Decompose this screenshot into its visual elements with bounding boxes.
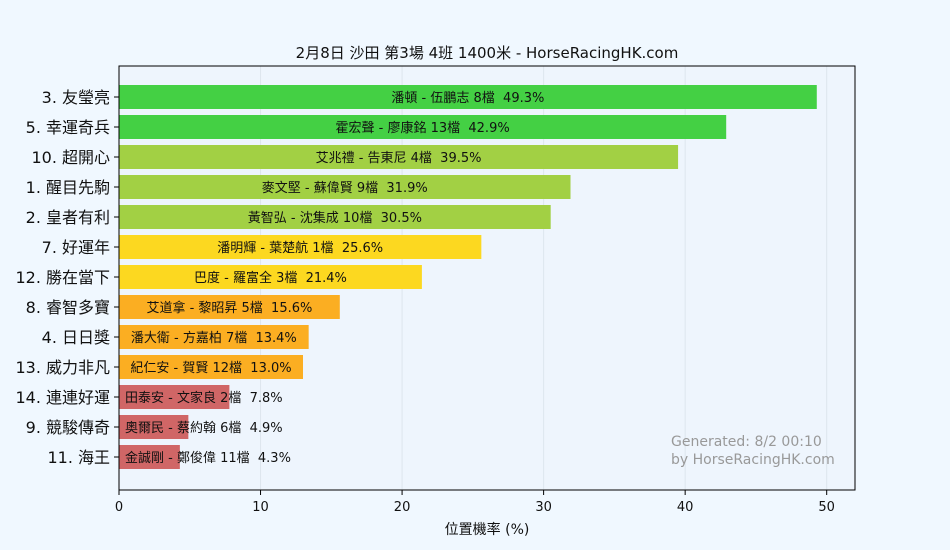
jockey-trainer-draw-label: 黃智弘 - 沈集成 10檔 <box>248 210 373 226</box>
bar <box>119 265 422 289</box>
probability-value-label: 13.0% <box>242 361 292 376</box>
x-tick-label: 40 <box>677 500 694 515</box>
horse-label: 11. 海王 <box>47 448 110 467</box>
horse-label: 8. 睿智多寶 <box>26 298 110 317</box>
jockey-trainer-draw-label: 金誠剛 - 鄭俊偉 11檔 <box>125 450 250 466</box>
bar <box>119 175 571 199</box>
x-tick-label: 0 <box>115 500 123 515</box>
x-axis-label: 位置機率 (%) <box>445 521 530 538</box>
horse-label: 1. 醒目先駒 <box>26 178 110 197</box>
x-tick-label: 10 <box>252 500 269 515</box>
plot-frame <box>118 65 856 491</box>
bar-data-label: 金誠剛 - 鄭俊偉 11檔 4.3% <box>125 450 291 466</box>
horse-label: 10. 超開心 <box>31 148 110 167</box>
bar-data-label: 黃智弘 - 沈集成 10檔 30.5% <box>248 210 422 226</box>
probability-value-label: 4.3% <box>250 451 291 466</box>
bar-data-label: 田泰安 - 文家良 2檔 7.8% <box>125 390 283 406</box>
jockey-trainer-draw-label: 霍宏聲 - 廖康銘 13檔 <box>335 120 460 136</box>
horse-label: 5. 幸運奇兵 <box>26 118 110 137</box>
x-tick-label: 30 <box>535 500 552 515</box>
probability-value-label: 42.9% <box>460 121 510 136</box>
jockey-trainer-draw-label: 田泰安 - 文家良 2檔 <box>125 390 241 406</box>
bar-data-label: 艾兆禮 - 告東尼 4檔 39.5% <box>316 150 482 166</box>
jockey-trainer-draw-label: 巴度 - 羅富全 3檔 <box>194 270 297 286</box>
x-tick-label: 20 <box>394 500 411 515</box>
probability-value-label: 25.6% <box>334 241 384 256</box>
jockey-trainer-draw-label: 潘大衛 - 方嘉柏 7檔 <box>131 330 247 346</box>
bar <box>119 85 817 109</box>
probability-value-label: 49.3% <box>495 91 545 106</box>
jockey-trainer-draw-label: 紀仁安 - 賀賢 12檔 <box>130 361 242 376</box>
probability-value-label: 31.9% <box>378 181 428 196</box>
probability-value-label: 13.4% <box>247 331 297 346</box>
bar-data-label: 潘大衛 - 方嘉柏 7檔 13.4% <box>131 330 297 346</box>
bars: 潘頓 - 伍鵬志 8檔 49.3% 霍宏聲 - 廖康銘 13檔 42.9% 艾兆禮 … <box>119 85 817 469</box>
bar-data-label: 霍宏聲 - 廖康銘 13檔 42.9% <box>335 120 509 136</box>
probability-value-label: 4.9% <box>241 421 282 436</box>
horse-label: 7. 好運年 <box>42 238 110 257</box>
bar <box>119 415 189 439</box>
bar <box>119 355 303 379</box>
jockey-trainer-draw-label: 奧爾民 - 蔡約翰 6檔 <box>125 421 241 436</box>
probability-value-label: 39.5% <box>432 151 482 166</box>
bar <box>119 295 340 319</box>
bar <box>119 145 679 169</box>
jockey-trainer-draw-label: 艾兆禮 - 告東尼 4檔 <box>316 150 432 166</box>
generated-annotation: Generated: 8/2 00:10 <box>671 434 822 450</box>
jockey-trainer-draw-label: 艾道拿 - 黎昭昇 5檔 <box>146 300 262 316</box>
bar <box>119 235 482 259</box>
source-annotation: by HorseRacingHK.com <box>671 452 835 468</box>
horse-label: 9. 競駿傳奇 <box>26 418 110 437</box>
bar <box>119 205 551 229</box>
probability-value-label: 15.6% <box>263 301 313 316</box>
probability-value-label: 7.8% <box>241 391 282 406</box>
bar-data-label: 巴度 - 羅富全 3檔 21.4% <box>194 270 347 286</box>
jockey-trainer-draw-label: 麥文堅 - 蘇偉賢 9檔 <box>262 180 378 196</box>
x-tick-label: 50 <box>818 500 835 515</box>
horse-label: 4. 日日獎 <box>42 328 110 347</box>
jockey-trainer-draw-label: 潘明輝 - 葉楚航 1檔 <box>217 240 333 256</box>
y-axis-tick-labels: 3. 友瑩亮 5. 幸運奇兵 10. 超開心 1. 醒目先駒 2. 皇者有利 7. 好運年… <box>15 88 119 467</box>
bar <box>119 385 230 409</box>
bar-data-label: 麥文堅 - 蘇偉賢 9檔 31.9% <box>262 180 428 196</box>
bar-data-label: 紀仁安 - 賀賢 12檔 13.0% <box>130 361 291 376</box>
bar <box>119 325 309 349</box>
x-axis-ticks: 0 10 20 30 40 50 <box>115 490 835 515</box>
horse-label: 14. 連連好運 <box>15 388 110 407</box>
horse-label: 2. 皇者有利 <box>26 208 110 227</box>
chart-title: 2月8日 沙田 第3場 4班 1400米 - HorseRacingHK.com <box>296 44 679 62</box>
jockey-trainer-draw-label: 潘頓 - 伍鵬志 8檔 <box>391 91 494 106</box>
horse-label: 3. 友瑩亮 <box>42 88 110 107</box>
bar-data-label: 艾道拿 - 黎昭昇 5檔 15.6% <box>146 300 312 316</box>
horse-label: 12. 勝在當下 <box>15 268 110 287</box>
bar <box>119 115 727 139</box>
probability-value-label: 30.5% <box>372 211 422 226</box>
horse-label: 13. 威力非凡 <box>15 358 110 377</box>
bar <box>119 445 180 469</box>
bar-data-label: 潘頓 - 伍鵬志 8檔 49.3% <box>391 91 544 106</box>
probability-value-label: 21.4% <box>297 271 347 286</box>
bar-data-label: 潘明輝 - 葉楚航 1檔 25.6% <box>217 240 383 256</box>
bar-data-label: 奧爾民 - 蔡約翰 6檔 4.9% <box>125 421 283 436</box>
